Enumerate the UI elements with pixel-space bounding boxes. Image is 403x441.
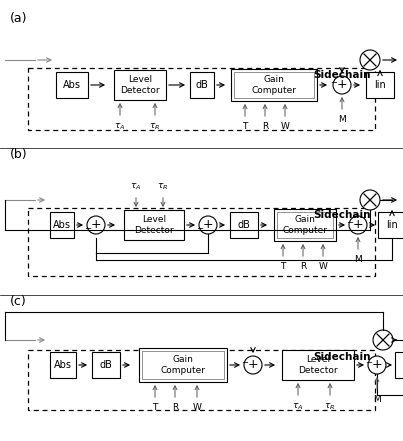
Text: Gain
Computer: Gain Computer bbox=[251, 75, 297, 95]
Text: $\tau_R$: $\tau_R$ bbox=[324, 401, 336, 411]
Bar bbox=[139, 348, 227, 382]
Text: (c): (c) bbox=[10, 295, 27, 308]
Bar bbox=[50, 212, 74, 238]
Text: +: + bbox=[91, 218, 101, 232]
Text: R: R bbox=[262, 122, 268, 131]
Circle shape bbox=[199, 216, 217, 234]
Bar bbox=[231, 69, 317, 101]
Text: Abs: Abs bbox=[53, 220, 71, 230]
Text: +: + bbox=[203, 218, 213, 232]
Bar bbox=[28, 68, 375, 130]
Text: (b): (b) bbox=[10, 148, 28, 161]
Text: Sidechain: Sidechain bbox=[314, 352, 371, 362]
Bar bbox=[378, 212, 403, 238]
Circle shape bbox=[360, 190, 380, 210]
Text: −: − bbox=[347, 218, 353, 228]
Text: −: − bbox=[85, 224, 91, 233]
Circle shape bbox=[368, 356, 386, 374]
Text: −: − bbox=[197, 224, 204, 233]
Text: W: W bbox=[280, 122, 289, 131]
Text: R: R bbox=[172, 403, 178, 412]
Bar bbox=[366, 72, 394, 98]
Text: dB: dB bbox=[100, 360, 112, 370]
Bar bbox=[282, 350, 354, 380]
Text: dB: dB bbox=[195, 80, 208, 90]
Text: R: R bbox=[300, 262, 306, 271]
Circle shape bbox=[244, 356, 262, 374]
Text: lin: lin bbox=[386, 220, 398, 230]
Text: Abs: Abs bbox=[54, 360, 72, 370]
Text: M: M bbox=[373, 395, 381, 404]
Bar bbox=[28, 208, 375, 276]
Text: $\tau_R$: $\tau_R$ bbox=[158, 182, 168, 192]
Text: dB: dB bbox=[237, 220, 250, 230]
Text: M: M bbox=[338, 115, 346, 124]
Text: $\tau_R$: $\tau_R$ bbox=[150, 121, 161, 131]
Text: T: T bbox=[152, 403, 158, 412]
Circle shape bbox=[360, 50, 380, 70]
Text: W: W bbox=[318, 262, 327, 271]
Text: T: T bbox=[242, 122, 248, 131]
Bar bbox=[277, 212, 333, 238]
Text: −: − bbox=[330, 78, 337, 87]
Bar bbox=[50, 352, 76, 378]
Text: $\tau_A$: $\tau_A$ bbox=[292, 401, 304, 411]
Text: (a): (a) bbox=[10, 12, 27, 25]
Text: $\tau_A$: $\tau_A$ bbox=[130, 182, 142, 192]
Bar bbox=[56, 72, 88, 98]
Text: −: − bbox=[366, 359, 372, 367]
Bar bbox=[274, 209, 336, 241]
Bar bbox=[190, 72, 214, 98]
Text: W: W bbox=[193, 403, 202, 412]
Bar bbox=[92, 352, 120, 378]
Text: −: − bbox=[241, 359, 249, 367]
Circle shape bbox=[87, 216, 105, 234]
Text: +: + bbox=[337, 78, 347, 91]
Text: Abs: Abs bbox=[63, 80, 81, 90]
Bar bbox=[395, 352, 403, 378]
Bar bbox=[142, 351, 224, 379]
Text: +: + bbox=[353, 218, 364, 232]
Text: Gain
Computer: Gain Computer bbox=[160, 355, 206, 375]
Text: Level
Detector: Level Detector bbox=[134, 215, 174, 235]
Text: Level
Detector: Level Detector bbox=[120, 75, 160, 95]
Text: +: + bbox=[372, 359, 382, 371]
Bar bbox=[234, 72, 314, 98]
Text: T: T bbox=[280, 262, 286, 271]
Text: Sidechain: Sidechain bbox=[314, 70, 371, 80]
Circle shape bbox=[349, 216, 367, 234]
Bar bbox=[124, 210, 184, 240]
Circle shape bbox=[373, 330, 393, 350]
Text: Sidechain: Sidechain bbox=[314, 210, 371, 220]
Text: M: M bbox=[354, 255, 362, 264]
Text: Level
Detector: Level Detector bbox=[298, 355, 338, 375]
Text: lin: lin bbox=[374, 80, 386, 90]
Bar bbox=[114, 70, 166, 100]
Circle shape bbox=[333, 76, 351, 94]
Text: +: + bbox=[248, 359, 258, 371]
Text: Gain
Computer: Gain Computer bbox=[283, 215, 328, 235]
Text: $\tau_A$: $\tau_A$ bbox=[114, 121, 126, 131]
Bar bbox=[28, 350, 375, 410]
Bar bbox=[230, 212, 258, 238]
